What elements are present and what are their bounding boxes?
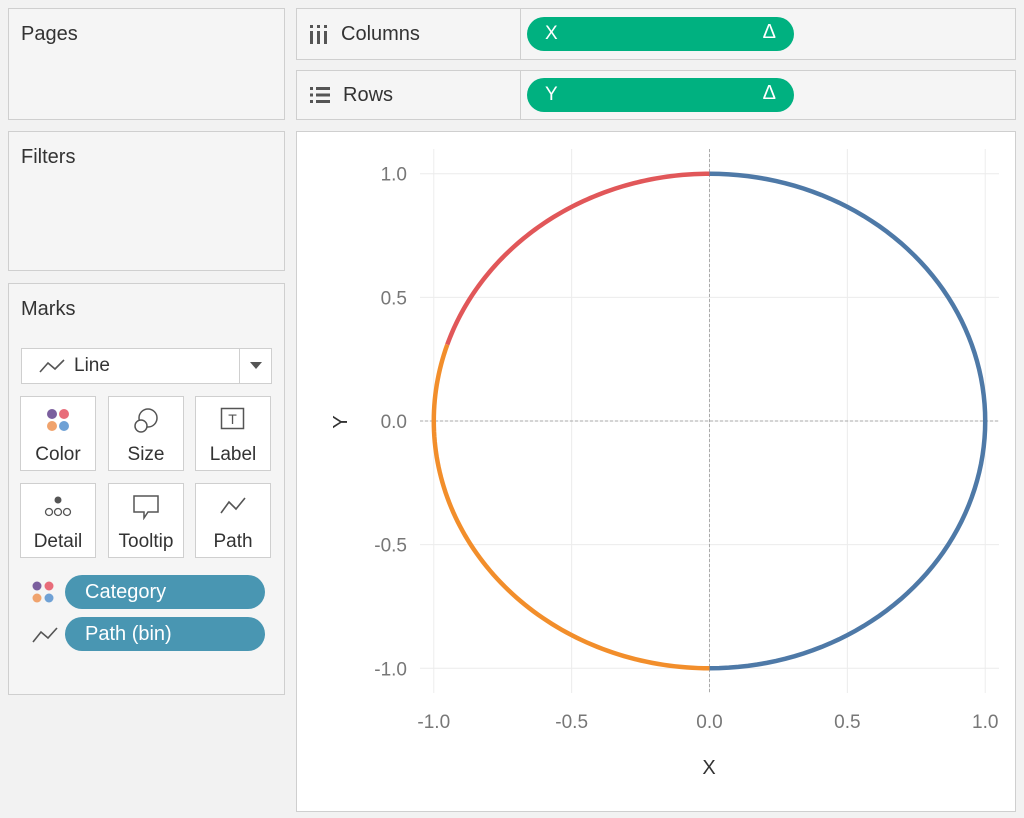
- color-encoding-icon: [32, 581, 54, 603]
- x-tick-label: 0.5: [834, 712, 860, 733]
- y-tick-label: 0.5: [381, 288, 407, 309]
- tooltip-card-label: Tooltip: [118, 531, 174, 552]
- chevron-down-icon[interactable]: [239, 349, 271, 383]
- filters-panel[interactable]: Filters: [8, 131, 285, 271]
- rows-shelf[interactable]: Rows Y Δ: [296, 70, 1016, 120]
- pages-title: Pages: [21, 23, 78, 45]
- series-line-0[interactable]: [709, 171, 988, 671]
- color-card[interactable]: Color: [20, 396, 96, 471]
- chart-grid: [420, 149, 999, 693]
- x-tick-label: 0.0: [696, 712, 722, 733]
- x-tick-label: 1.0: [972, 712, 998, 733]
- y-axis-label: Y: [330, 415, 352, 428]
- x-pill[interactable]: X Δ: [527, 17, 794, 51]
- series-line-2[interactable]: [445, 171, 710, 346]
- size-card[interactable]: Size: [108, 396, 184, 471]
- mark-type-dropdown[interactable]: Line: [21, 348, 272, 384]
- detail-dots-icon: [44, 496, 72, 517]
- delta-icon: Δ: [762, 21, 776, 43]
- circle-line-chart[interactable]: -1.0 -0.5 0.0 0.5 1.0 1.0 0.5 0.0 -0.5 -1.0 X Y: [297, 132, 1015, 811]
- path-encoding-icon: [32, 627, 58, 643]
- x-tick-label: -0.5: [555, 712, 588, 733]
- detail-card[interactable]: Detail: [20, 483, 96, 558]
- detail-card-label: Detail: [33, 531, 83, 552]
- mark-type-label: Line: [74, 355, 110, 376]
- rows-icon: [310, 87, 330, 103]
- rows-shelf-header: Rows: [297, 71, 521, 119]
- path-card[interactable]: Path: [195, 483, 271, 558]
- y-pill[interactable]: Y Δ: [527, 78, 794, 112]
- path-card-label: Path: [213, 531, 253, 552]
- columns-icon: [310, 25, 327, 44]
- x-tick-label: -1.0: [417, 712, 450, 733]
- category-pill[interactable]: Category: [65, 575, 265, 609]
- label-card-label: Label: [209, 444, 257, 465]
- tooltip-card[interactable]: Tooltip: [108, 483, 184, 558]
- color-card-label: Color: [35, 444, 81, 465]
- marks-title: Marks: [21, 298, 76, 320]
- filters-title: Filters: [21, 146, 76, 168]
- delta-icon: Δ: [762, 82, 776, 104]
- columns-shelf[interactable]: Columns X Δ: [296, 8, 1016, 60]
- svg-text:T: T: [228, 411, 237, 427]
- series-line-1[interactable]: [431, 343, 710, 671]
- viz-area[interactable]: -1.0 -0.5 0.0 0.5 1.0 1.0 0.5 0.0 -0.5 -1.0 X Y: [296, 131, 1016, 812]
- tooltip-bubble-icon: [133, 495, 159, 520]
- y-tick-label: 1.0: [381, 165, 407, 186]
- y-tick-label: -1.0: [374, 659, 407, 680]
- x-pill-label: X: [545, 23, 558, 44]
- line-mark-icon: [39, 359, 65, 373]
- size-circles-icon: [134, 408, 158, 433]
- pages-panel: Pages: [8, 8, 285, 120]
- path-bin-pill[interactable]: Path (bin): [65, 617, 265, 651]
- marks-panel: Marks Line Color Size T Label: [8, 283, 285, 695]
- x-axis-label: X: [702, 757, 715, 779]
- y-pill-label: Y: [545, 84, 558, 105]
- rows-label: Rows: [343, 83, 394, 106]
- y-tick-label: 0.0: [381, 412, 407, 433]
- y-tick-label: -0.5: [374, 536, 407, 557]
- chart-series: [431, 171, 988, 671]
- color-palette-icon: [47, 409, 69, 431]
- text-label-icon: T: [220, 407, 245, 430]
- columns-label: Columns: [341, 22, 420, 45]
- path-line-icon: [220, 497, 246, 514]
- label-card[interactable]: T Label: [195, 396, 271, 471]
- chart-ticks: -1.0 -0.5 0.0 0.5 1.0 1.0 0.5 0.0 -0.5 -1.0: [374, 165, 998, 733]
- size-card-label: Size: [127, 444, 165, 465]
- columns-shelf-header: Columns: [297, 9, 521, 59]
